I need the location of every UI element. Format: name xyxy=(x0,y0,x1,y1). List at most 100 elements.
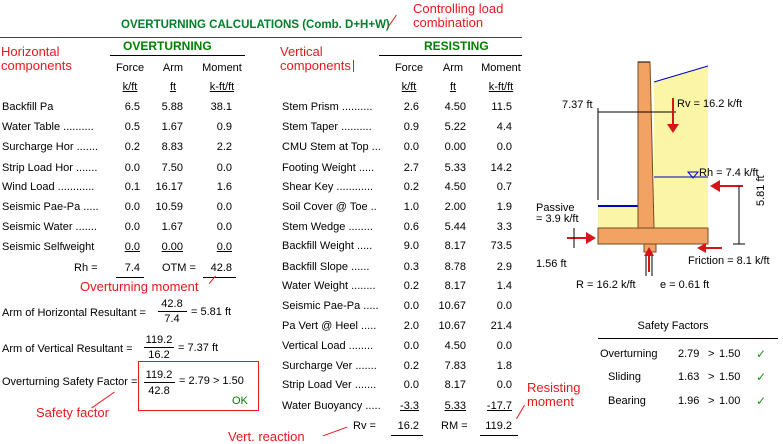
friction-arrowhead-icon xyxy=(697,243,706,253)
r-label: R = 16.2 k/ft xyxy=(576,279,636,291)
annotation-arrow xyxy=(322,426,348,437)
row-arm: 8.78 xyxy=(444,261,466,273)
row-label: Seismic Pae-Pa ..... xyxy=(282,300,379,312)
row-force: 0.1 xyxy=(124,181,140,193)
row-label: Surcharge Hor ....... xyxy=(2,141,98,153)
row-force: 0.9 xyxy=(403,121,419,133)
rs-col-force: Force xyxy=(394,62,424,74)
rs-col-arm: Arm xyxy=(442,62,464,74)
row-moment: 4.4 xyxy=(496,121,512,133)
horizontal-resultant-result: = 5.81 ft xyxy=(191,306,232,318)
toe-soil xyxy=(598,206,638,228)
rh-underline xyxy=(116,277,144,278)
row-moment: 1.6 xyxy=(216,181,232,193)
row-force: 0.0 xyxy=(403,340,419,352)
annotation-resisting-moment: Resisting moment xyxy=(527,380,581,409)
row-moment: 1.4 xyxy=(496,280,512,292)
overturning-heading: OVERTURNING xyxy=(123,39,212,53)
row-label: Strip Load Ver ....... xyxy=(282,379,377,391)
row-force: 2.6 xyxy=(403,101,419,113)
row-arm: 5.44 xyxy=(444,221,466,233)
row-moment: 3.3 xyxy=(496,221,512,233)
row-force: -3.3 xyxy=(400,400,419,412)
row-moment: 0.0 xyxy=(496,379,512,391)
dim-156-label: 1.56 ft xyxy=(536,258,567,270)
fraction-bar xyxy=(158,311,187,312)
check-icon: ✓ xyxy=(756,394,767,408)
otm-underline xyxy=(203,277,236,278)
row-moment: 1.9 xyxy=(496,201,512,213)
horizontal-resultant-denominator: 7.4 xyxy=(164,313,180,325)
row-label: Surcharge Ver ....... xyxy=(282,360,377,372)
row-label: CMU Stem at Top ... xyxy=(282,141,381,153)
sf-label: Overturning xyxy=(600,348,658,360)
sf-value: 1.96 xyxy=(678,395,700,407)
vertical-resultant-label: Arm of Vertical Resultant = xyxy=(2,343,133,355)
row-force: 0.5 xyxy=(124,121,140,133)
rm-underline xyxy=(480,435,518,436)
row-label: Footing Weight ..... xyxy=(282,162,375,174)
row-arm: 10.67 xyxy=(438,320,466,332)
row-label: Water Table .......... xyxy=(2,121,94,133)
wall-diagram xyxy=(567,61,745,276)
row-moment: 0.9 xyxy=(216,121,232,133)
row-moment: 1.8 xyxy=(496,360,512,372)
overturning-sf-status: OK xyxy=(232,395,248,407)
row-moment: 0.0 xyxy=(216,162,232,174)
sf-op: > xyxy=(708,395,715,407)
rh-arrowhead-icon xyxy=(710,180,720,192)
row-moment: -17.7 xyxy=(486,400,512,412)
check-icon: ✓ xyxy=(756,347,767,361)
row-moment: 0.0 xyxy=(496,340,512,352)
vertical-resultant-denominator: 16.2 xyxy=(148,349,170,361)
rm-value: 119.2 xyxy=(485,420,512,432)
row-force: 0.0 xyxy=(124,221,140,233)
overturning-sf-denominator: 42.8 xyxy=(148,385,170,397)
row-label: Backfill Weight ..... xyxy=(282,240,373,252)
dim-581-label: 5.81 ft xyxy=(755,175,767,206)
row-label: Strip Load Hor ....... xyxy=(2,162,98,174)
row-moment: 21.4 xyxy=(490,320,512,332)
ot-unit-moment: k-ft/ft xyxy=(209,81,235,93)
row-arm: 5.33 xyxy=(444,400,466,412)
rv-label-diagram: Rv = 16.2 k/ft xyxy=(677,98,743,110)
annotation-arrow xyxy=(353,60,354,72)
row-arm: 8.83 xyxy=(161,141,183,153)
row-label: Wind Load ............ xyxy=(2,181,95,193)
row-arm: 5.88 xyxy=(161,101,183,113)
horizontal-resultant-label: Arm of Horizontal Resultant = xyxy=(2,307,146,319)
sf-op: > xyxy=(708,371,715,383)
r-arrowhead-icon xyxy=(644,247,654,256)
rv-value: 16.2 xyxy=(397,420,419,432)
row-force: 0.0 xyxy=(403,300,419,312)
overturning-sf-result: = 2.79 > 1.50 xyxy=(179,375,244,387)
safety-factors-rule xyxy=(598,338,778,339)
sf-op: > xyxy=(708,348,715,360)
annotation-safety-factor: Safety factor xyxy=(36,405,109,420)
ot-unit-force: k/ft xyxy=(122,81,138,93)
annotation-overturning-moment: Overturning moment xyxy=(80,279,199,294)
overturning-sf-numerator: 119.2 xyxy=(145,369,173,381)
fraction-bar xyxy=(144,347,174,348)
row-force: 0.2 xyxy=(403,280,419,292)
row-label: Water Weight ........ xyxy=(282,280,376,292)
wall-footing xyxy=(597,227,709,245)
wall-stem xyxy=(637,61,655,229)
row-arm: 0.00 xyxy=(161,241,183,253)
rh-label: Rh = xyxy=(74,262,98,274)
rv-underline xyxy=(391,435,423,436)
resisting-heading-rule xyxy=(379,55,522,56)
sf-label: Sliding xyxy=(608,371,642,383)
row-moment: 0.0 xyxy=(216,241,232,253)
row-arm: 2.00 xyxy=(444,201,466,213)
annotation-controlling-load: Controlling load combination xyxy=(413,1,504,30)
annotation-vertical-components: Vertical components xyxy=(280,44,351,73)
row-arm: 1.67 xyxy=(161,121,183,133)
row-arm: 0.00 xyxy=(444,141,466,153)
sf-limit: 1.50 xyxy=(719,348,741,360)
row-label: Backfill Slope ...... xyxy=(282,261,370,273)
rs-col-moment: Moment xyxy=(481,62,521,74)
annotation-horizontal-components: Horizontal components xyxy=(1,44,72,73)
rs-unit-force: k/ft xyxy=(401,81,417,93)
row-arm: 7.50 xyxy=(161,162,183,174)
